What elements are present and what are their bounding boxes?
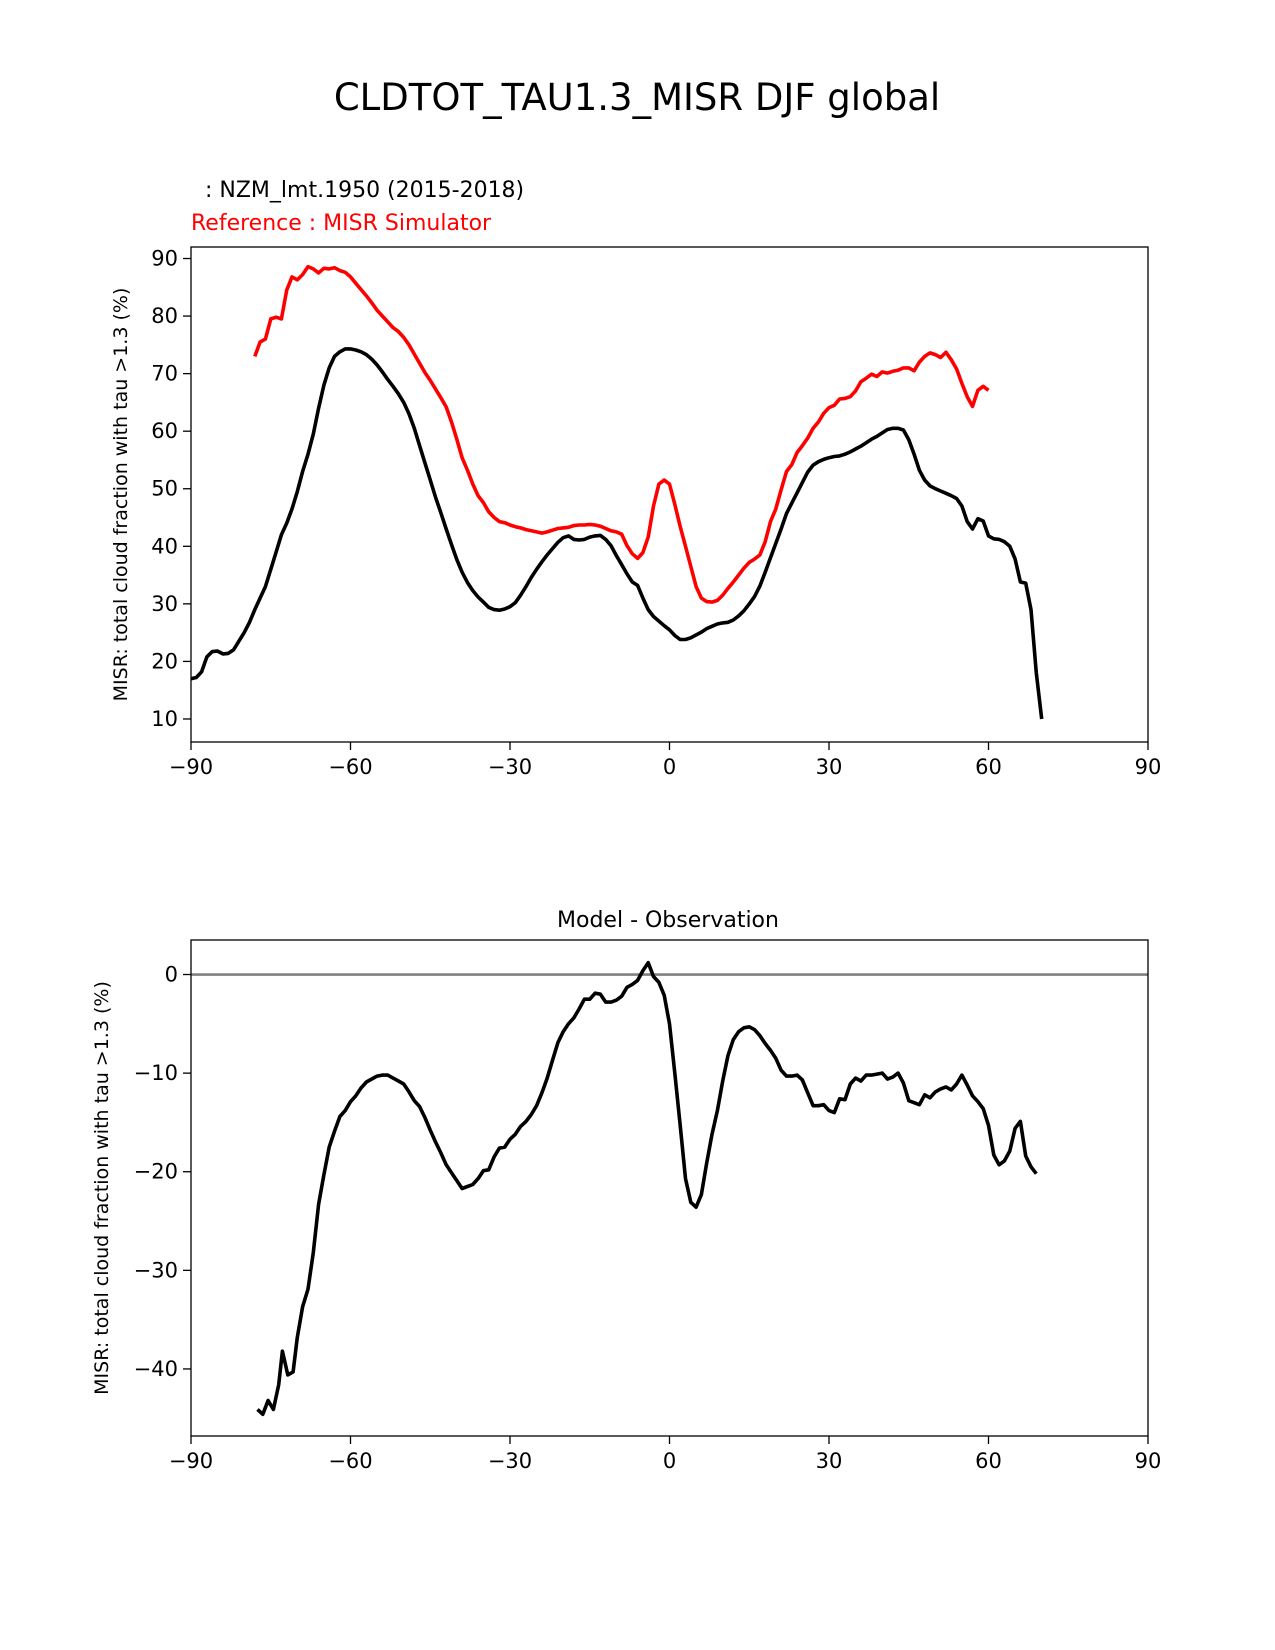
y-tick-label: 30 <box>151 592 178 616</box>
reference-label: Reference : MISR Simulator <box>191 211 492 236</box>
x-tick-label: −60 <box>328 1449 372 1473</box>
y-tick-label: 60 <box>151 419 178 443</box>
y-tick-label: −30 <box>134 1258 178 1282</box>
x-tick-label: −60 <box>328 755 372 779</box>
top-plot-frame <box>190 246 1149 743</box>
x-tick-label: 60 <box>975 755 1002 779</box>
x-tick-label: −90 <box>169 755 213 779</box>
y-tick-label: 0 <box>165 963 178 987</box>
y-tick-label: 70 <box>151 362 178 386</box>
x-tick-label: 60 <box>975 1449 1002 1473</box>
x-tick-label: −30 <box>488 755 532 779</box>
x-tick-label: 90 <box>1135 1449 1162 1473</box>
bottom-chart-title: Model - Observation <box>557 908 779 933</box>
bottom-chart-panel: Model - Observation −90 −60 −30 0 30 60 90 0 −1… <box>91 908 1161 1473</box>
top-chart-panel: : NZM_lmt.1950 (2015-2018) Reference : M… <box>110 178 1161 779</box>
model-label: : NZM_lmt.1950 (2015-2018) <box>205 178 524 203</box>
x-tick-label: 30 <box>816 755 843 779</box>
y-tick-label: 50 <box>151 477 178 501</box>
x-tick-label: −30 <box>488 1449 532 1473</box>
x-tick-label: 90 <box>1135 755 1162 779</box>
x-tick-label: 0 <box>663 1449 676 1473</box>
x-tick-label: −90 <box>169 1449 213 1473</box>
series-line-reference <box>253 264 990 604</box>
series-line-difference <box>256 960 1038 1417</box>
x-tick-label: 30 <box>816 1449 843 1473</box>
y-tick-label: −20 <box>134 1160 178 1184</box>
y-tick-label: 90 <box>151 247 178 271</box>
x-tick-label: 0 <box>663 755 676 779</box>
y-tick-label: −40 <box>134 1357 178 1381</box>
y-tick-label: 40 <box>151 534 178 558</box>
top-y-axis-label: MISR: total cloud fraction with tau >1.3… <box>110 288 132 702</box>
y-tick-label: 10 <box>151 707 178 731</box>
series-line-model <box>190 347 1044 720</box>
y-tick-label: 20 <box>151 649 178 673</box>
figure-title: CLDTOT_TAU1.3_MISR DJF global <box>334 76 940 119</box>
y-tick-label: 80 <box>151 304 178 328</box>
y-tick-label: −10 <box>134 1061 178 1085</box>
bottom-y-axis-label: MISR: total cloud fraction with tau >1.3… <box>91 981 113 1395</box>
